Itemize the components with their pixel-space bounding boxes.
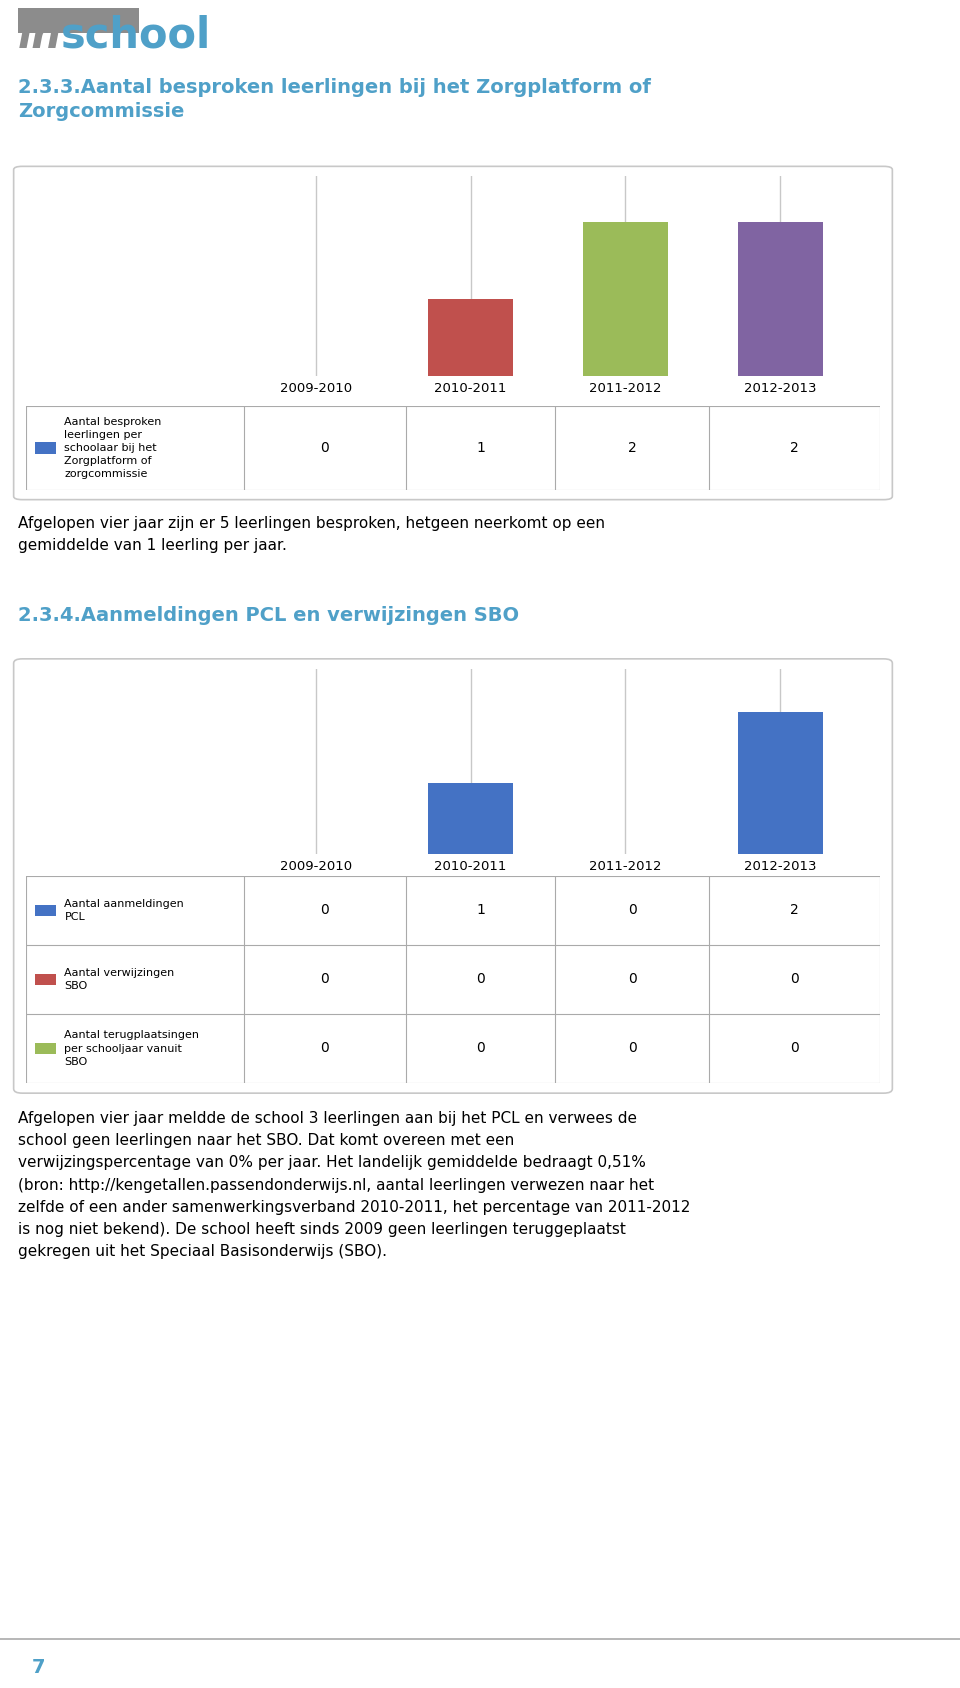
Text: Afgelopen vier jaar meldde de school 3 leerlingen aan bij het PCL en verwees de
: Afgelopen vier jaar meldde de school 3 l… bbox=[18, 1111, 690, 1259]
Bar bbox=[737, 712, 823, 854]
Text: 2: 2 bbox=[790, 903, 799, 918]
Text: 2.3.3.Aantal besproken leerlingen bij het Zorgplatform of
Zorgcommissie: 2.3.3.Aantal besproken leerlingen bij he… bbox=[18, 78, 651, 122]
Text: Aantal verwijzingen
SBO: Aantal verwijzingen SBO bbox=[64, 967, 175, 991]
Bar bbox=[35, 974, 56, 984]
Text: 2.3.4.Aanmeldingen PCL en verwijzingen SBO: 2.3.4.Aanmeldingen PCL en verwijzingen S… bbox=[18, 606, 519, 625]
Text: Afgelopen vier jaar zijn er 5 leerlingen besproken, hetgeen neerkomt op een
gemi: Afgelopen vier jaar zijn er 5 leerlingen… bbox=[18, 517, 605, 554]
Text: 7: 7 bbox=[32, 1658, 45, 1678]
Text: 2: 2 bbox=[628, 441, 636, 456]
Text: in: in bbox=[18, 15, 61, 56]
Bar bbox=[35, 1043, 56, 1053]
Bar bbox=[583, 223, 668, 376]
Text: 1: 1 bbox=[476, 441, 485, 456]
Text: 0: 0 bbox=[628, 903, 636, 918]
FancyBboxPatch shape bbox=[13, 167, 893, 500]
Bar bbox=[18, 8, 139, 32]
Text: 0: 0 bbox=[790, 972, 799, 986]
Bar bbox=[428, 783, 514, 854]
Text: Aantal besproken
leerlingen per
schoolaar bij het
Zorgplatform of
zorgcommissie: Aantal besproken leerlingen per schoolaa… bbox=[64, 417, 162, 479]
Text: 0: 0 bbox=[628, 1041, 636, 1055]
FancyBboxPatch shape bbox=[13, 658, 893, 1094]
Text: Aantal aanmeldingen
PCL: Aantal aanmeldingen PCL bbox=[64, 900, 184, 922]
Bar bbox=[35, 905, 56, 915]
Text: 0: 0 bbox=[628, 972, 636, 986]
Text: Aantal terugplaatsingen
per schooljaar vanuit
SBO: Aantal terugplaatsingen per schooljaar v… bbox=[64, 1030, 200, 1067]
Bar bbox=[428, 299, 514, 376]
Text: 0: 0 bbox=[321, 1041, 329, 1055]
Text: 0: 0 bbox=[476, 972, 485, 986]
Text: 0: 0 bbox=[476, 1041, 485, 1055]
Text: 0: 0 bbox=[321, 903, 329, 918]
Text: 0: 0 bbox=[790, 1041, 799, 1055]
Text: 0: 0 bbox=[321, 972, 329, 986]
Text: 2: 2 bbox=[790, 441, 799, 456]
Bar bbox=[737, 223, 823, 376]
Bar bbox=[35, 442, 56, 454]
Text: school: school bbox=[60, 15, 211, 56]
Text: 0: 0 bbox=[321, 441, 329, 456]
Text: 1: 1 bbox=[476, 903, 485, 918]
